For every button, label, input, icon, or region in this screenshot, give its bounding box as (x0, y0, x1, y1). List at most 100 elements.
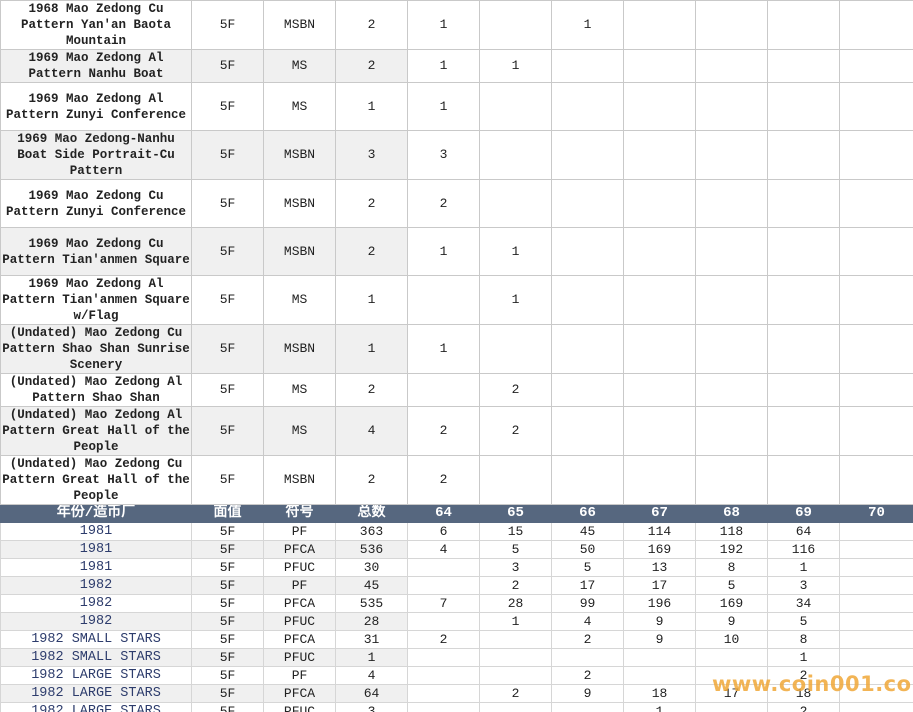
cell: 9 (623, 612, 696, 631)
cell: PFCA (263, 594, 336, 613)
cell: 2 (767, 702, 840, 712)
table-row: 1982 5F PFCA 535 7 28 99 196 169 34 (0, 594, 913, 613)
header-cell: 符号 (263, 504, 336, 523)
cell (695, 130, 768, 180)
cell: 10 (695, 630, 768, 649)
cell: 5F (191, 576, 264, 595)
year-cell: 1982 LARGE STARS (0, 702, 192, 712)
cell: 5F (191, 612, 264, 631)
cell (623, 227, 696, 276)
cell: 2 (479, 373, 552, 407)
cell (839, 324, 913, 374)
cell: PFUC (263, 648, 336, 667)
cell (839, 406, 913, 456)
table-row: 1969 Mao Zedong Cu Pattern Zunyi Confere… (0, 179, 913, 228)
cell (839, 576, 913, 595)
cell: 2 (335, 49, 408, 83)
cell (407, 275, 480, 325)
table-row: 1981 5F PFUC 30 3 5 13 8 1 (0, 558, 913, 577)
table-row: 1982 SMALL STARS 5F PFUC 1 1 (0, 648, 913, 667)
cell: MSBN (263, 130, 336, 180)
header-cell: 69 (767, 504, 840, 523)
cell: 8 (695, 558, 768, 577)
cell (839, 275, 913, 325)
cell: 114 (623, 522, 696, 541)
year-cell: 1981 (0, 540, 192, 559)
cell: 50 (551, 540, 624, 559)
cell: 2 (479, 576, 552, 595)
table-row: 1969 Mao Zedong Al Pattern Tian'anmen Sq… (0, 275, 913, 325)
cell: 28 (479, 594, 552, 613)
cell: 1 (623, 702, 696, 712)
cell: PFUC (263, 702, 336, 712)
cell: 1 (335, 324, 408, 374)
cell (839, 373, 913, 407)
cell: 5F (191, 540, 264, 559)
cell: MSBN (263, 227, 336, 276)
cell (623, 455, 696, 505)
cell: 2 (479, 406, 552, 456)
table-row: (Undated) Mao Zedong Al Pattern Great Ha… (0, 406, 913, 456)
cell: 363 (335, 522, 408, 541)
cell: 9 (695, 612, 768, 631)
year-cell: 1982 SMALL STARS (0, 630, 192, 649)
cell (695, 702, 768, 712)
cell: 5F (191, 558, 264, 577)
cell: MS (263, 373, 336, 407)
cell: 13 (623, 558, 696, 577)
cell: 5F (191, 275, 264, 325)
table-row: 1969 Mao Zedong Al Pattern Nanhu Boat 5F M… (0, 49, 913, 83)
cell: 5F (191, 522, 264, 541)
cell (623, 82, 696, 131)
cell (551, 406, 624, 456)
table-row: 1969 Mao Zedong Al Pattern Zunyi Confere… (0, 82, 913, 131)
header-cell: 总数 (335, 504, 408, 523)
cell: 28 (335, 612, 408, 631)
item-name: 1969 Mao Zedong Cu Pattern Zunyi Confere… (0, 179, 192, 228)
cell: 64 (335, 684, 408, 703)
cell: MSBN (263, 324, 336, 374)
cell (479, 648, 552, 667)
cell: 1 (407, 227, 480, 276)
table-row: 1969 Mao Zedong-Nanhu Boat Side Portrait… (0, 130, 913, 180)
cell: 116 (767, 540, 840, 559)
cell (623, 648, 696, 667)
table-row: (Undated) Mao Zedong Al Pattern Shao Sha… (0, 373, 913, 407)
cell (623, 324, 696, 374)
cell: 5 (551, 558, 624, 577)
cell (695, 373, 768, 407)
item-name: 1969 Mao Zedong Al Pattern Tian'anmen Sq… (0, 275, 192, 325)
cell: PFCA (263, 684, 336, 703)
cell: 1 (479, 49, 552, 83)
header-cell: 67 (623, 504, 696, 523)
cell: 5F (191, 630, 264, 649)
cell: 15 (479, 522, 552, 541)
item-name: (Undated) Mao Zedong Al Pattern Shao Sha… (0, 373, 192, 407)
cell: 5F (191, 648, 264, 667)
cell (839, 630, 913, 649)
table-row: 1981 5F PF 363 6 15 45 114 118 64 (0, 522, 913, 541)
cell (479, 455, 552, 505)
cell: 2 (335, 0, 408, 50)
cell: 2 (551, 630, 624, 649)
cell: 4 (335, 406, 408, 456)
cell (407, 576, 480, 595)
cell: 1 (551, 0, 624, 50)
cell (623, 49, 696, 83)
cell: MSBN (263, 179, 336, 228)
cell: 2 (407, 179, 480, 228)
cell (839, 227, 913, 276)
cell (407, 612, 480, 631)
cell: 5 (479, 540, 552, 559)
cell: MS (263, 82, 336, 131)
cell (695, 0, 768, 50)
cell: 4 (551, 612, 624, 631)
header-cell: 面值 (191, 504, 264, 523)
table-row: 1982 LARGE STARS 5F PFUC 3 1 2 (0, 702, 913, 712)
item-name: 1969 Mao Zedong Al Pattern Zunyi Confere… (0, 82, 192, 131)
cell: 4 (407, 540, 480, 559)
cell: 1 (335, 648, 408, 667)
cell (767, 455, 840, 505)
cell: 34 (767, 594, 840, 613)
